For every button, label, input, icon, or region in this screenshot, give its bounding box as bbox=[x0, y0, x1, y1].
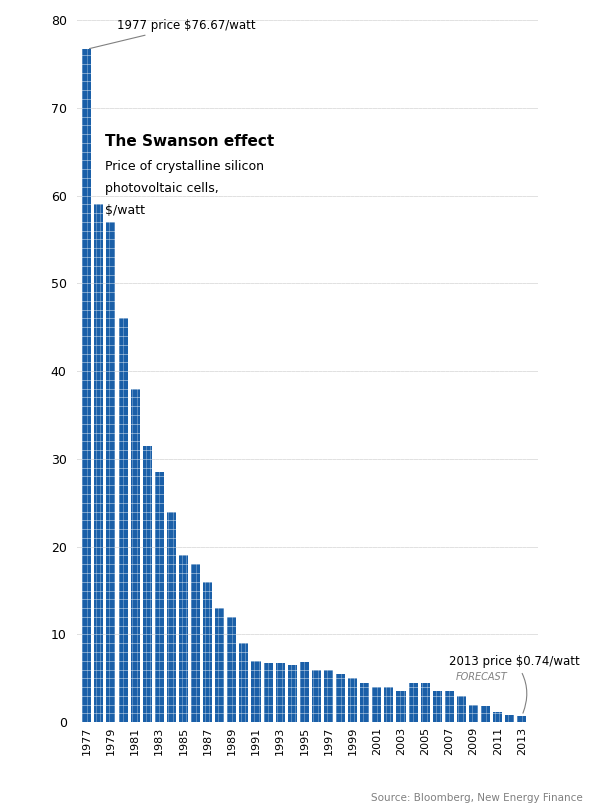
Text: 1977 price $76.67/watt: 1977 price $76.67/watt bbox=[89, 19, 256, 49]
Bar bbox=[82, 49, 91, 723]
Bar bbox=[167, 512, 176, 723]
Bar bbox=[457, 696, 466, 723]
Bar bbox=[191, 564, 200, 723]
Bar bbox=[300, 662, 309, 723]
Bar bbox=[130, 388, 140, 723]
Bar bbox=[396, 692, 406, 723]
Text: FORECAST: FORECAST bbox=[455, 672, 507, 682]
Bar bbox=[469, 705, 478, 723]
Bar bbox=[203, 581, 212, 723]
Bar bbox=[95, 204, 104, 723]
Bar bbox=[312, 670, 321, 723]
Bar bbox=[324, 670, 333, 723]
Bar bbox=[275, 663, 284, 723]
Bar bbox=[252, 661, 261, 723]
Bar bbox=[409, 683, 418, 723]
Bar bbox=[493, 712, 502, 723]
Bar bbox=[384, 687, 393, 723]
Bar bbox=[239, 643, 249, 723]
Bar bbox=[433, 692, 442, 723]
Bar bbox=[288, 665, 297, 723]
Text: Source: Bloomberg, New Energy Finance: Source: Bloomberg, New Energy Finance bbox=[371, 793, 583, 803]
Text: 2013 price $0.74/watt: 2013 price $0.74/watt bbox=[449, 655, 580, 713]
Text: The Swanson effect: The Swanson effect bbox=[105, 134, 274, 149]
Bar bbox=[336, 674, 345, 723]
Text: Price of crystalline silicon: Price of crystalline silicon bbox=[105, 161, 264, 174]
Text: photovoltaic cells,: photovoltaic cells, bbox=[105, 182, 219, 195]
Bar bbox=[505, 714, 514, 723]
Bar bbox=[118, 319, 127, 723]
Bar bbox=[179, 556, 188, 723]
Bar bbox=[215, 608, 224, 723]
Bar bbox=[445, 692, 454, 723]
Bar bbox=[348, 678, 357, 723]
Bar bbox=[227, 617, 236, 723]
Text: $/watt: $/watt bbox=[105, 204, 145, 217]
Bar bbox=[264, 663, 273, 723]
Bar bbox=[421, 683, 430, 723]
Bar bbox=[360, 683, 369, 723]
Bar bbox=[372, 687, 381, 723]
Bar bbox=[481, 706, 490, 723]
Bar bbox=[107, 222, 115, 723]
Bar bbox=[143, 446, 152, 723]
Bar bbox=[155, 472, 164, 723]
Bar bbox=[518, 716, 527, 723]
